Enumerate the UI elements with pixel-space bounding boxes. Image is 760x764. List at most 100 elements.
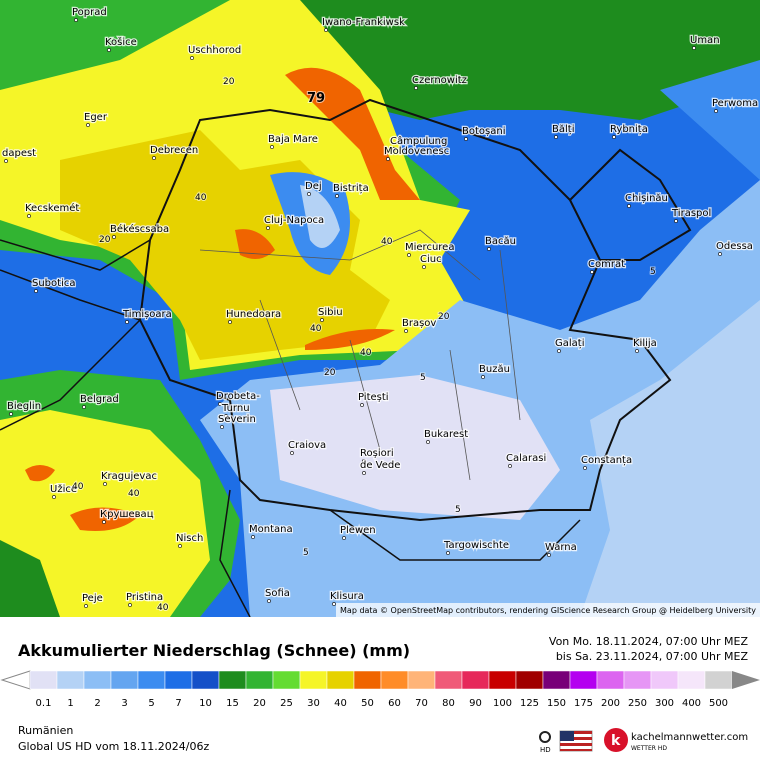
legend-box: [677, 670, 706, 690]
contour-label: 40: [381, 237, 393, 247]
place-dot: [107, 48, 111, 52]
place-dot: [426, 440, 430, 444]
place-label: Cluj-Napoca: [264, 215, 324, 226]
place-dot: [125, 320, 129, 324]
place-label: Peje: [82, 593, 103, 604]
place-dot: [324, 28, 328, 32]
place-label: Drobeta-: [216, 391, 260, 402]
place-label: Turnu: [221, 403, 250, 414]
place-dot: [386, 157, 390, 161]
place-dot: [190, 56, 194, 60]
place-label: Rybnița: [610, 124, 648, 135]
place-label: Targowischte: [443, 540, 509, 551]
brand-k: k: [611, 733, 621, 749]
contour-label: 5: [650, 267, 656, 277]
place-dot: [392, 147, 396, 151]
place-label: Baja Mare: [268, 134, 318, 145]
place-dot: [52, 495, 56, 499]
legend-label: 5: [148, 698, 154, 709]
place-dot: [332, 602, 336, 606]
place-label: Košice: [105, 36, 137, 48]
place-label: Galați: [555, 338, 584, 349]
legend-box: [542, 670, 571, 690]
place-label: Hunedoara: [226, 309, 281, 320]
place-label: Békéscsaba: [110, 223, 169, 235]
legend-box: [83, 670, 112, 690]
legend-label: 100: [493, 698, 512, 709]
place-dot: [718, 252, 722, 256]
place-label: Belgrad: [80, 394, 119, 405]
place-dot: [407, 253, 411, 257]
place-dot: [508, 464, 512, 468]
legend-label: 15: [226, 698, 239, 709]
contour-label: 40: [310, 324, 322, 334]
legend-box: [488, 670, 517, 690]
place-label: Sofia: [265, 588, 290, 599]
brand: kachelmannwetter.com: [631, 732, 748, 743]
contour-label: 40: [157, 603, 169, 613]
place-dot: [583, 466, 587, 470]
hd-icon: [539, 731, 551, 743]
place-label: Bukarest: [424, 429, 468, 440]
legend-label: 7: [175, 698, 181, 709]
place-label: Constanța: [581, 455, 632, 466]
place-label: Tiraspol: [671, 208, 711, 219]
legend-box: [110, 670, 139, 690]
place-dot: [627, 204, 631, 208]
legend-box: [623, 670, 652, 690]
place-dot: [218, 402, 222, 406]
place-label: Buzău: [479, 364, 510, 375]
place-dot: [290, 451, 294, 455]
place-label: Craiova: [288, 440, 326, 451]
legend-box: [299, 670, 328, 690]
place-label: Užice: [50, 483, 77, 495]
place-label: Pitești: [358, 392, 389, 403]
place-dot: [27, 214, 31, 218]
place-dot: [224, 414, 228, 418]
legend-label: 125: [520, 698, 539, 709]
place-label: Debrecen: [150, 145, 198, 156]
place-label: Severin: [218, 414, 256, 425]
place-dot: [335, 194, 339, 198]
place-dot: [178, 544, 182, 548]
place-label: Calarasi: [506, 453, 546, 464]
place-label: Chișinău: [625, 193, 668, 204]
place-label: Miercurea: [405, 242, 454, 253]
place-label: Botoșani: [462, 126, 505, 137]
legend-label: 40: [334, 698, 347, 709]
place-dot: [590, 270, 594, 274]
period-to: bis Sa. 23.11.2024, 07:00 Uhr MEZ: [556, 650, 749, 663]
place-label: Plewen: [340, 525, 376, 536]
place-label: Kilija: [633, 338, 657, 349]
place-dot: [404, 329, 408, 333]
legend-box: [596, 670, 625, 690]
legend-label: 3: [121, 698, 127, 709]
period-from: Von Mo. 18.11.2024, 07:00 Uhr MEZ: [549, 635, 749, 648]
place-dot: [82, 405, 86, 409]
legend-box: [515, 670, 544, 690]
place-label: Крушевац: [100, 509, 154, 520]
place-dot: [112, 235, 116, 239]
place-label: Uschhorod: [188, 45, 241, 56]
place-label: Czernowitz: [412, 75, 467, 86]
contour-label: 5: [303, 548, 309, 558]
legend-box: [272, 670, 301, 690]
legend-label: 400: [682, 698, 701, 709]
legend-label: 80: [442, 698, 455, 709]
legend-box: [461, 670, 490, 690]
brand-sub: WETTER HD: [631, 745, 667, 752]
legend-arrow-right: [732, 671, 760, 689]
contour-label: 40: [195, 193, 207, 203]
place-dot: [362, 471, 366, 475]
contour-label: 40: [128, 489, 140, 499]
place-dot: [360, 403, 364, 407]
place-label: Timișoara: [122, 309, 172, 320]
place-label: Perwoma: [712, 98, 758, 109]
place-dot: [270, 145, 274, 149]
place-label: Nisch: [176, 533, 203, 544]
legend-title: Akkumulierter Niederschlag (Schnee) (mm): [18, 641, 410, 660]
legend-box: [650, 670, 679, 690]
place-dot: [362, 459, 366, 463]
place-dot: [612, 135, 616, 139]
